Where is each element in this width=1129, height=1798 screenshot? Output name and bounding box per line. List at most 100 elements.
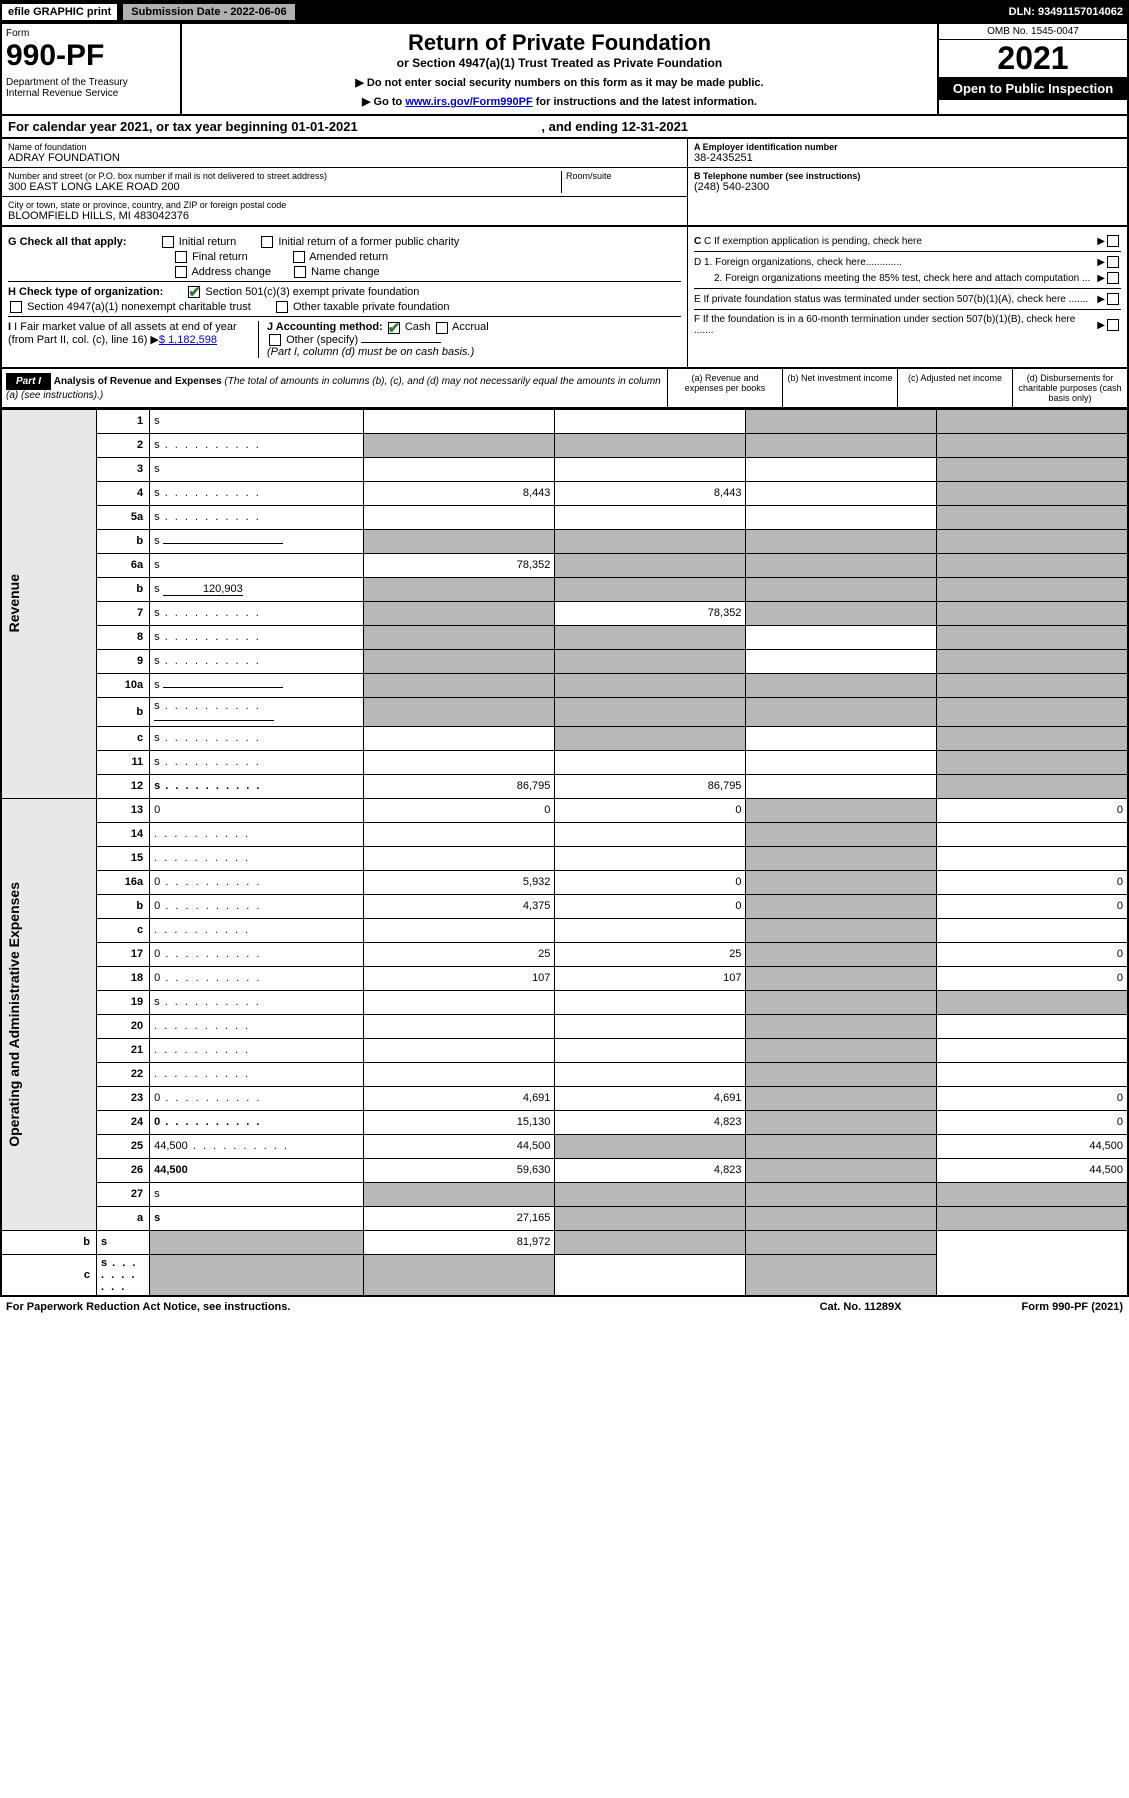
cell-b — [555, 409, 746, 433]
chk-other-tax[interactable] — [276, 301, 288, 313]
chk-initial-former[interactable] — [261, 236, 273, 248]
row-num: c — [97, 918, 150, 942]
chk-c[interactable] — [1107, 235, 1119, 247]
cell-c — [746, 433, 937, 457]
row-desc: s — [150, 505, 364, 529]
cell-d: 44,500 — [937, 1158, 1128, 1182]
cell-b — [555, 918, 746, 942]
cell-d — [937, 649, 1128, 673]
g-row: G Check all that apply: Initial return I… — [8, 236, 681, 248]
row-num: b — [97, 894, 150, 918]
table-row: 2644,50059,6304,82344,500 — [1, 1158, 1128, 1182]
row-desc — [150, 918, 364, 942]
cell-a: 25 — [364, 942, 555, 966]
table-row: 8s — [1, 625, 1128, 649]
cell-a — [364, 505, 555, 529]
row-num: 9 — [97, 649, 150, 673]
cell-b: 4,691 — [555, 1086, 746, 1110]
cell-d: 0 — [937, 942, 1128, 966]
row-desc: s — [150, 553, 364, 577]
table-row: 21 — [1, 1038, 1128, 1062]
chk-address[interactable] — [175, 266, 187, 278]
cell-d — [937, 529, 1128, 553]
cell-a — [364, 601, 555, 625]
row-desc: s — [150, 673, 364, 697]
cell-c — [746, 601, 937, 625]
tel-row: B Telephone number (see instructions) (2… — [688, 168, 1127, 196]
cell-c — [746, 1014, 937, 1038]
row-desc: s — [150, 750, 364, 774]
cell-a — [364, 409, 555, 433]
row-num: 15 — [97, 846, 150, 870]
chk-amended[interactable] — [293, 251, 305, 263]
chk-d1[interactable] — [1107, 256, 1119, 268]
table-row: 2s — [1, 433, 1128, 457]
cell-c — [555, 1230, 746, 1254]
cell-b — [555, 726, 746, 750]
cell-b — [555, 649, 746, 673]
h-row: H Check type of organization: Section 50… — [8, 281, 681, 298]
row-desc: s — [150, 457, 364, 481]
cell-b — [555, 673, 746, 697]
cell-d: 0 — [937, 966, 1128, 990]
side-expenses: Operating and Administrative Expenses — [1, 798, 97, 1230]
cell-d — [937, 1182, 1128, 1206]
chk-cash[interactable] — [388, 322, 400, 334]
foundation-name-row: Name of foundation ADRAY FOUNDATION — [2, 139, 687, 168]
cell-c — [746, 966, 937, 990]
chk-final[interactable] — [175, 251, 187, 263]
cell-d — [937, 1014, 1128, 1038]
row-num: 16a — [97, 870, 150, 894]
cell-a: 86,795 — [364, 774, 555, 798]
open-inspection: Open to Public Inspection — [939, 77, 1127, 100]
chk-f[interactable] — [1107, 319, 1119, 331]
table-row: bs — [1, 697, 1128, 726]
cell-b: 78,352 — [555, 601, 746, 625]
chk-d2[interactable] — [1107, 272, 1119, 284]
chk-501c3[interactable] — [188, 286, 200, 298]
chk-other-method[interactable] — [269, 334, 281, 346]
table-row: 7s78,352 — [1, 601, 1128, 625]
cell-a — [364, 1014, 555, 1038]
cell-b — [555, 1206, 746, 1230]
cell-b — [555, 846, 746, 870]
cell-c — [746, 505, 937, 529]
table-row: 16a05,93200 — [1, 870, 1128, 894]
form-number: 990-PF — [6, 39, 176, 73]
calendar-year: For calendar year 2021, or tax year begi… — [0, 116, 1129, 139]
cell-a — [364, 529, 555, 553]
cell-d — [937, 505, 1128, 529]
cell-b — [555, 1038, 746, 1062]
chk-e[interactable] — [1107, 293, 1119, 305]
city-row: City or town, state or province, country… — [2, 197, 687, 225]
row-num: 2 — [97, 433, 150, 457]
cell-c — [746, 798, 937, 822]
cell-a — [150, 1230, 364, 1254]
row-desc: s — [150, 1206, 364, 1230]
cell-c — [746, 822, 937, 846]
cell-c — [746, 457, 937, 481]
cell-c — [746, 894, 937, 918]
cell-b: 0 — [555, 870, 746, 894]
cell-d — [746, 1230, 937, 1254]
chk-4947[interactable] — [10, 301, 22, 313]
form-header: Form 990-PF Department of the Treasury I… — [0, 24, 1129, 116]
table-row: 11s — [1, 750, 1128, 774]
part1-label: Part I — [6, 373, 51, 390]
cell-b — [555, 433, 746, 457]
chk-name[interactable] — [294, 266, 306, 278]
header-right: OMB No. 1545-0047 2021 Open to Public In… — [937, 24, 1127, 114]
cell-a: 44,500 — [364, 1134, 555, 1158]
form-link[interactable]: www.irs.gov/Form990PF — [405, 96, 532, 108]
cell-c — [555, 1254, 746, 1296]
cell-b — [555, 457, 746, 481]
table-row: b04,37500 — [1, 894, 1128, 918]
fmv-link[interactable]: $ 1,182,598 — [159, 334, 217, 346]
f-row: F If the foundation is in a 60-month ter… — [694, 309, 1121, 336]
cell-d: 0 — [937, 870, 1128, 894]
chk-initial[interactable] — [162, 236, 174, 248]
ghi-left: G Check all that apply: Initial return I… — [2, 227, 687, 367]
cell-a — [364, 697, 555, 726]
chk-accrual[interactable] — [436, 322, 448, 334]
cell-a: 8,443 — [364, 481, 555, 505]
